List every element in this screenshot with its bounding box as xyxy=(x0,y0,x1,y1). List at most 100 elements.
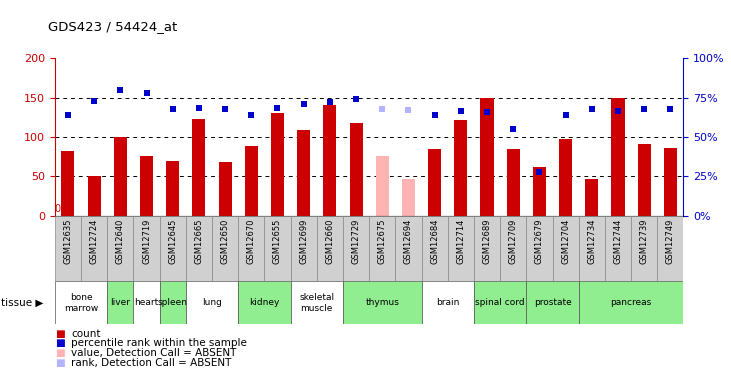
Bar xyxy=(271,113,284,216)
Text: GSM12675: GSM12675 xyxy=(378,219,387,264)
Text: GSM12719: GSM12719 xyxy=(142,219,151,264)
Text: GSM12704: GSM12704 xyxy=(561,219,570,264)
Text: GSM12679: GSM12679 xyxy=(535,219,544,264)
Text: GSM12709: GSM12709 xyxy=(509,219,518,264)
Bar xyxy=(133,281,159,324)
Bar xyxy=(317,216,343,281)
Bar xyxy=(422,216,447,281)
Bar xyxy=(586,178,599,216)
Bar xyxy=(447,216,474,281)
Text: GSM12699: GSM12699 xyxy=(299,219,308,264)
Bar xyxy=(611,98,624,216)
Text: kidney: kidney xyxy=(249,298,279,307)
Bar xyxy=(107,216,133,281)
Text: ■: ■ xyxy=(55,358,64,368)
Text: GSM12734: GSM12734 xyxy=(587,219,596,264)
Text: percentile rank within the sample: percentile rank within the sample xyxy=(71,339,247,348)
Bar xyxy=(323,105,336,216)
Bar xyxy=(657,216,683,281)
Bar xyxy=(474,216,500,281)
Text: ■: ■ xyxy=(55,339,64,348)
Text: count: count xyxy=(71,329,100,339)
Bar xyxy=(186,216,212,281)
Text: ■: ■ xyxy=(55,348,64,358)
Text: skeletal
muscle: skeletal muscle xyxy=(299,293,334,312)
Bar xyxy=(422,281,474,324)
Text: GDS423 / 54424_at: GDS423 / 54424_at xyxy=(48,20,177,33)
Bar xyxy=(133,216,159,281)
Bar xyxy=(186,281,238,324)
Text: GSM12739: GSM12739 xyxy=(640,219,648,264)
Bar xyxy=(376,156,389,216)
Bar xyxy=(428,150,442,216)
Bar xyxy=(500,216,526,281)
Bar xyxy=(402,179,415,216)
Bar xyxy=(454,120,467,216)
Text: GSM12635: GSM12635 xyxy=(64,219,72,264)
Bar xyxy=(553,216,579,281)
Text: GSM12749: GSM12749 xyxy=(666,219,675,264)
Text: spleen: spleen xyxy=(158,298,188,307)
Bar xyxy=(559,139,572,216)
Text: thymus: thymus xyxy=(366,298,399,307)
Bar xyxy=(349,123,363,216)
Text: rank, Detection Call = ABSENT: rank, Detection Call = ABSENT xyxy=(71,358,231,368)
Bar xyxy=(81,216,107,281)
Bar xyxy=(55,281,107,324)
Bar xyxy=(637,144,651,216)
Bar xyxy=(474,281,526,324)
Bar xyxy=(343,281,422,324)
Text: bone
marrow: bone marrow xyxy=(64,293,98,312)
Text: ■: ■ xyxy=(55,329,64,339)
Bar xyxy=(265,216,290,281)
Bar xyxy=(290,216,317,281)
Text: spinal cord: spinal cord xyxy=(475,298,525,307)
Text: GSM12650: GSM12650 xyxy=(221,219,230,264)
Bar xyxy=(88,176,101,216)
Text: GSM12714: GSM12714 xyxy=(456,219,466,264)
Bar xyxy=(507,149,520,216)
Bar xyxy=(107,281,133,324)
Bar xyxy=(238,281,290,324)
Bar xyxy=(605,216,631,281)
Bar xyxy=(369,216,395,281)
Bar xyxy=(192,119,205,216)
Text: GSM12665: GSM12665 xyxy=(194,219,203,264)
Bar xyxy=(166,160,179,216)
Bar xyxy=(61,151,75,216)
Bar xyxy=(480,98,493,216)
Text: GSM12670: GSM12670 xyxy=(247,219,256,264)
Bar xyxy=(290,281,343,324)
Text: liver: liver xyxy=(110,298,130,307)
Text: GSM12660: GSM12660 xyxy=(325,219,334,264)
Text: GSM12684: GSM12684 xyxy=(430,219,439,264)
Text: GSM12645: GSM12645 xyxy=(168,219,177,264)
Bar xyxy=(526,281,579,324)
Bar xyxy=(140,156,153,216)
Bar xyxy=(664,148,677,216)
Bar xyxy=(159,281,186,324)
Bar xyxy=(526,216,553,281)
Text: pancreas: pancreas xyxy=(610,298,652,307)
Bar xyxy=(533,167,546,216)
Text: lung: lung xyxy=(202,298,222,307)
Bar xyxy=(395,216,422,281)
Bar xyxy=(579,216,605,281)
Bar xyxy=(114,137,127,216)
Bar xyxy=(238,216,265,281)
Text: prostate: prostate xyxy=(534,298,572,307)
Text: heart: heart xyxy=(135,298,159,307)
Text: value, Detection Call = ABSENT: value, Detection Call = ABSENT xyxy=(71,348,236,358)
Bar xyxy=(212,216,238,281)
Text: GSM12729: GSM12729 xyxy=(352,219,360,264)
Text: tissue ▶: tissue ▶ xyxy=(1,298,44,308)
Bar xyxy=(55,216,81,281)
Bar xyxy=(219,162,232,216)
Text: GSM12689: GSM12689 xyxy=(482,219,491,264)
Text: brain: brain xyxy=(436,298,459,307)
Text: GSM12640: GSM12640 xyxy=(115,219,125,264)
Text: 0: 0 xyxy=(55,204,61,214)
Bar xyxy=(631,216,657,281)
Text: GSM12694: GSM12694 xyxy=(404,219,413,264)
Bar xyxy=(159,216,186,281)
